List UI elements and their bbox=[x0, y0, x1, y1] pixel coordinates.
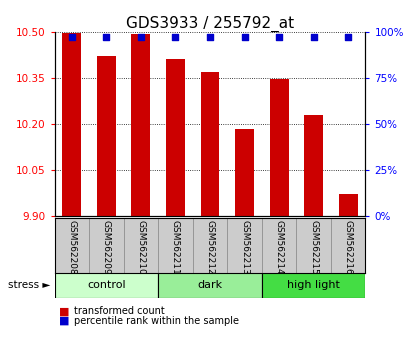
Point bbox=[138, 35, 144, 40]
Text: transformed count: transformed count bbox=[74, 306, 164, 316]
Point bbox=[310, 35, 317, 40]
Text: percentile rank within the sample: percentile rank within the sample bbox=[74, 316, 239, 326]
Text: GSM562209: GSM562209 bbox=[102, 221, 111, 275]
Point bbox=[172, 35, 179, 40]
Bar bbox=[166, 59, 185, 216]
Bar bbox=[235, 129, 254, 216]
Text: stress ►: stress ► bbox=[8, 280, 50, 290]
Bar bbox=[270, 79, 289, 216]
Text: ■: ■ bbox=[59, 316, 69, 326]
Text: GSM562214: GSM562214 bbox=[275, 221, 284, 275]
FancyBboxPatch shape bbox=[262, 273, 365, 298]
Text: GSM562210: GSM562210 bbox=[136, 221, 145, 275]
Text: high light: high light bbox=[287, 280, 340, 290]
Bar bbox=[200, 72, 220, 216]
Text: GSM562208: GSM562208 bbox=[67, 221, 76, 275]
Text: GSM562215: GSM562215 bbox=[309, 221, 318, 275]
Bar bbox=[304, 115, 323, 216]
Text: dark: dark bbox=[197, 280, 223, 290]
Bar bbox=[97, 56, 116, 216]
Text: GSM562212: GSM562212 bbox=[205, 221, 215, 275]
Point bbox=[276, 35, 282, 40]
Bar bbox=[63, 33, 81, 216]
Text: GSM562216: GSM562216 bbox=[344, 221, 353, 275]
FancyBboxPatch shape bbox=[55, 273, 158, 298]
Bar bbox=[339, 194, 357, 216]
Text: GSM562211: GSM562211 bbox=[171, 221, 180, 275]
Text: GSM562213: GSM562213 bbox=[240, 221, 249, 275]
Point bbox=[103, 35, 110, 40]
FancyBboxPatch shape bbox=[158, 273, 262, 298]
Bar bbox=[131, 34, 150, 216]
Point bbox=[68, 35, 75, 40]
Point bbox=[345, 35, 352, 40]
Point bbox=[241, 35, 248, 40]
Point bbox=[207, 35, 213, 40]
Text: control: control bbox=[87, 280, 126, 290]
Text: ■: ■ bbox=[59, 306, 69, 316]
Title: GDS3933 / 255792_at: GDS3933 / 255792_at bbox=[126, 16, 294, 32]
